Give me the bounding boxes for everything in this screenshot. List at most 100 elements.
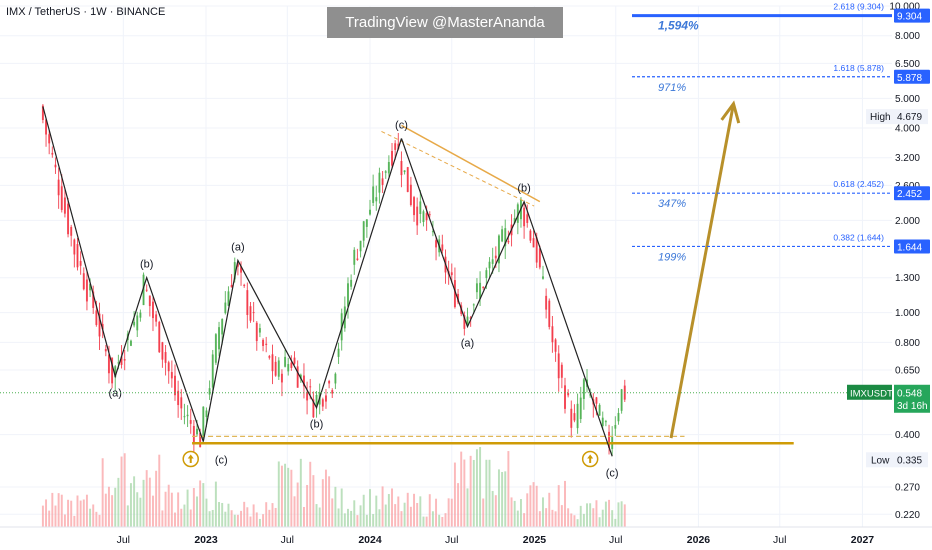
candle-body xyxy=(378,172,381,193)
volume-bar xyxy=(199,480,202,527)
candle-body xyxy=(369,209,371,215)
candle-body xyxy=(152,301,154,319)
candle-body xyxy=(183,416,186,418)
volume-bar xyxy=(306,484,309,527)
volume-bar xyxy=(592,508,595,527)
volume-bar xyxy=(460,451,463,527)
candle-body xyxy=(328,381,331,384)
candle-body xyxy=(98,313,101,337)
volume-bar xyxy=(79,500,82,527)
volume-bar xyxy=(419,496,422,527)
candle-body xyxy=(504,228,507,247)
fib-percent-label: 1,594% xyxy=(658,19,699,33)
volume-bar xyxy=(608,499,611,527)
candle-body xyxy=(570,408,573,428)
volume-bar xyxy=(523,513,526,527)
volume-bar xyxy=(265,502,268,527)
candle-body xyxy=(67,203,70,235)
symbol-title: IMX / TetherUS · 1W · BINANCE xyxy=(6,6,166,18)
volume-bar xyxy=(438,514,441,527)
candle-body xyxy=(70,226,73,236)
candle-body xyxy=(422,211,425,222)
y-tick-label: 0.220 xyxy=(895,510,920,521)
volume-bar xyxy=(290,469,293,527)
countdown-label: 3d 16h xyxy=(897,401,928,412)
y-tick-label: 10.000 xyxy=(889,2,920,13)
volume-bar xyxy=(274,507,277,527)
candle-body xyxy=(494,255,497,259)
volume-bar xyxy=(221,502,224,527)
volume-bar xyxy=(123,453,126,527)
candle-body xyxy=(48,134,51,144)
candle-body xyxy=(384,171,387,173)
candle-body xyxy=(142,274,145,306)
volume-bar xyxy=(287,467,290,527)
volume-bar xyxy=(186,489,189,527)
candle-body xyxy=(296,366,299,388)
candle-body xyxy=(114,366,117,378)
trend-line xyxy=(401,124,541,203)
volume-bar xyxy=(158,454,161,527)
candle-body xyxy=(604,421,607,423)
candle-body xyxy=(475,283,478,293)
volume-bar xyxy=(362,494,365,527)
candle-body xyxy=(381,178,384,185)
volume-bar xyxy=(601,509,604,527)
volume-bar xyxy=(573,515,576,527)
volume-bar xyxy=(472,459,475,527)
wave-label: (a) xyxy=(109,387,122,399)
volume-bar xyxy=(296,482,299,527)
fib-price-tag: 9.304 xyxy=(897,12,922,23)
candle-body xyxy=(463,315,466,329)
candle-body xyxy=(287,364,290,372)
volume-bar xyxy=(57,493,60,527)
volume-bar xyxy=(604,501,607,527)
candle-body xyxy=(85,279,88,302)
candle-body xyxy=(167,362,170,372)
low-tag-bg xyxy=(866,452,928,468)
volume-bar xyxy=(441,516,444,527)
candle-body xyxy=(262,339,265,346)
candle-body xyxy=(428,214,431,216)
candle-body xyxy=(265,343,268,346)
volume-bar xyxy=(611,510,614,527)
volume-bar xyxy=(391,488,393,527)
candle-body xyxy=(387,162,390,174)
volume-bar xyxy=(284,463,287,527)
candle-body xyxy=(284,356,287,367)
volume-bar xyxy=(447,498,450,527)
candle-body xyxy=(205,410,208,418)
volume-bar xyxy=(397,496,400,527)
wave-label: (b) xyxy=(517,183,530,195)
candle-body xyxy=(324,395,327,402)
fib-price-tag: 5.878 xyxy=(897,73,922,84)
volume-bar xyxy=(369,489,371,527)
fib-percent-label: 347% xyxy=(658,198,686,210)
volume-bar xyxy=(45,499,48,527)
candle-body xyxy=(589,394,592,396)
volume-bar xyxy=(507,451,510,527)
target-arrow-shaft xyxy=(669,103,735,439)
volume-bar xyxy=(560,505,563,527)
candle-body xyxy=(513,218,516,224)
candle-body xyxy=(258,328,261,333)
volume-bar xyxy=(519,499,522,527)
low-value: 0.335 xyxy=(897,455,922,466)
candle-body xyxy=(196,428,198,435)
volume-bar xyxy=(299,458,302,527)
candle-body xyxy=(359,240,362,252)
candle-body xyxy=(41,105,44,120)
volume-bar xyxy=(60,494,63,527)
candle-body xyxy=(491,259,494,264)
volume-bar xyxy=(233,514,236,527)
volume-bar xyxy=(403,502,406,527)
volume-bar xyxy=(111,495,114,527)
trend-line-dashed xyxy=(381,130,535,207)
x-tick-label: 2024 xyxy=(358,534,382,546)
volume-bar xyxy=(312,475,315,527)
candle-body xyxy=(542,276,544,279)
volume-bar xyxy=(504,471,507,527)
volume-bar xyxy=(73,515,76,527)
candle-body xyxy=(158,321,161,353)
